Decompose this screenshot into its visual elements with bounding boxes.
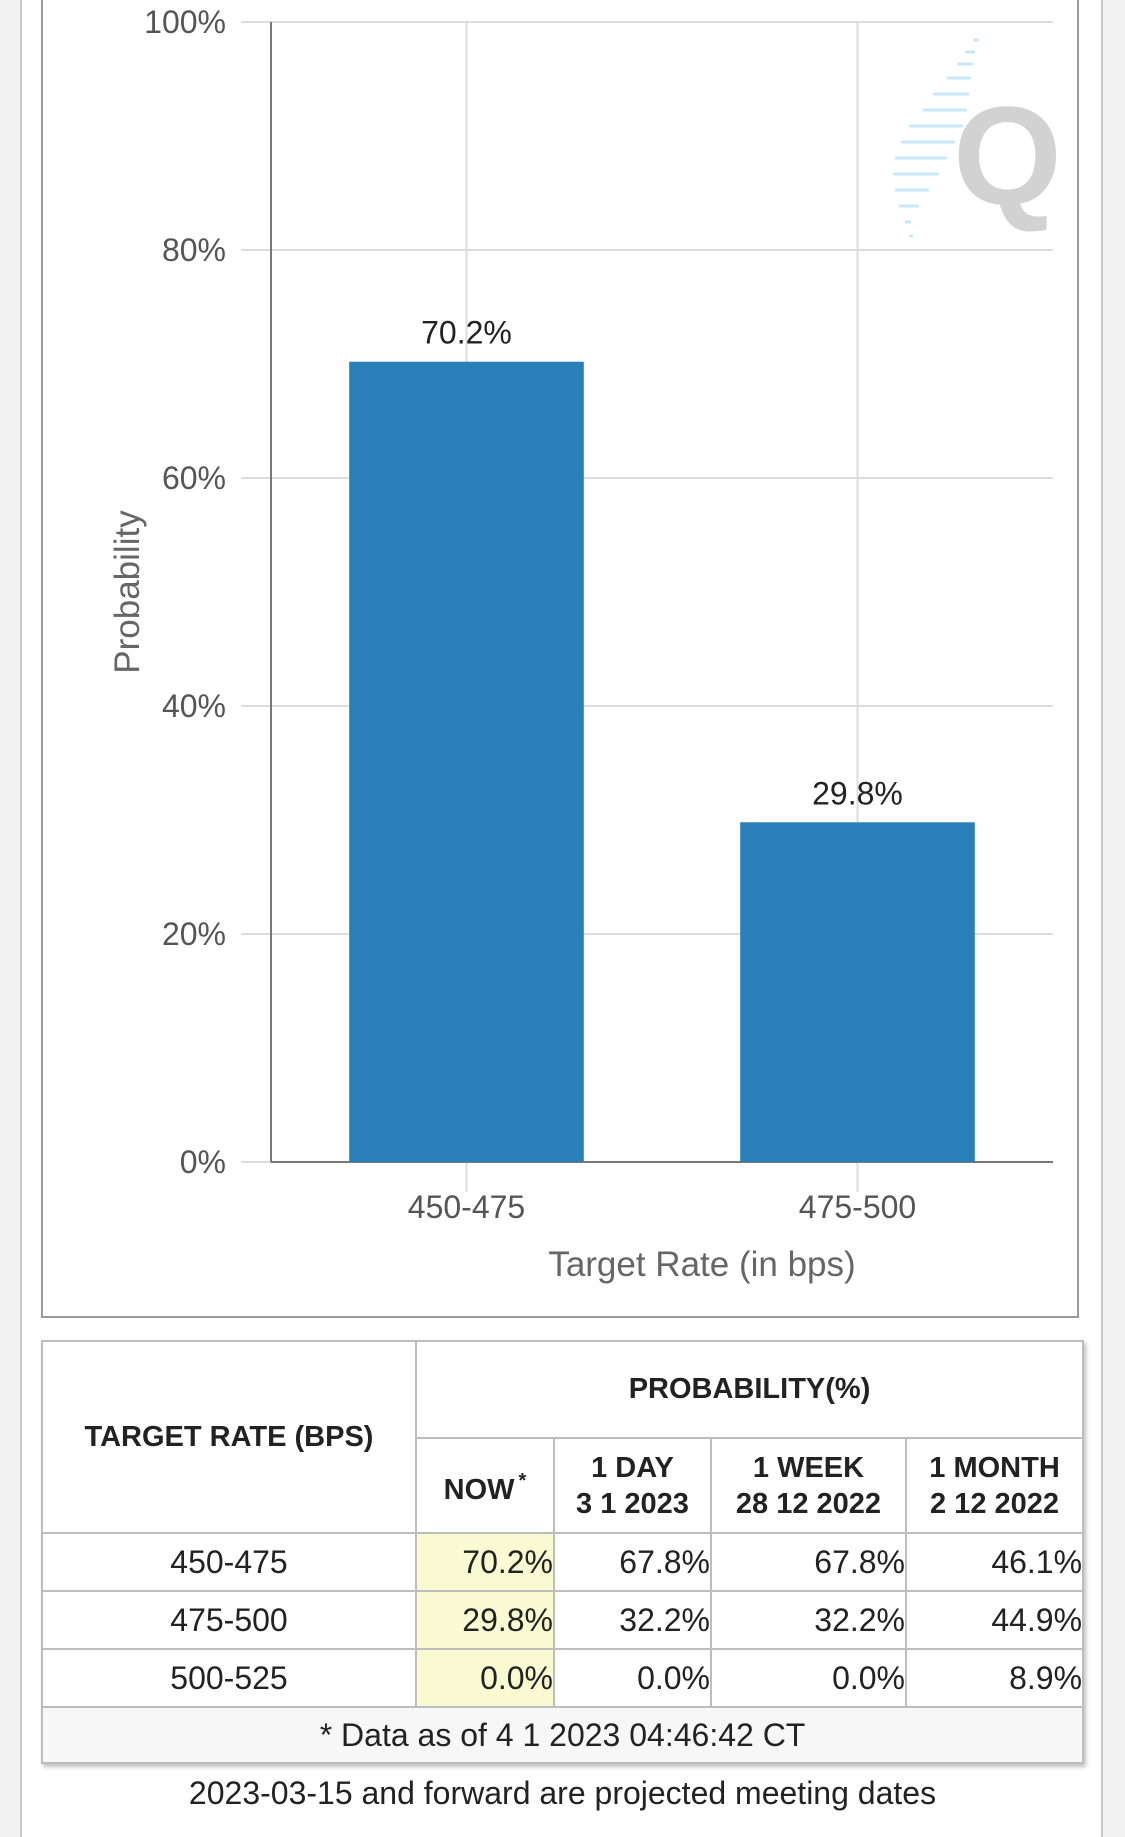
table-footnote: * Data as of 4 1 2023 04:46:42 CT bbox=[40, 1706, 1085, 1764]
row-rate: 450-475 bbox=[41, 1532, 417, 1592]
svg-text:Q: Q bbox=[953, 77, 1062, 234]
cell-1-month: 8.9% bbox=[904, 1648, 1085, 1708]
probability-table: TARGET RATE (BPS) PROBABILITY(%) NOW * 1 … bbox=[40, 1340, 1085, 1764]
cell-1-week: 0.0% bbox=[710, 1648, 907, 1708]
table-row: 450-475 70.2% 67.8% 67.8% 46.1% bbox=[41, 1532, 1085, 1592]
cell-now: 29.8% bbox=[415, 1590, 555, 1650]
y-tick-label: 60% bbox=[162, 460, 226, 496]
cell-1-week: 67.8% bbox=[710, 1532, 907, 1592]
asterisk-mark: * bbox=[518, 1470, 527, 1492]
cell-1-month: 46.1% bbox=[904, 1532, 1085, 1592]
row-rate: 475-500 bbox=[41, 1590, 417, 1650]
projection-note: 2023-03-15 and forward are projected mee… bbox=[188, 1775, 937, 1811]
cell-1-month: 44.9% bbox=[904, 1590, 1085, 1650]
header-1-day: 1 DAY 3 1 2023 bbox=[553, 1437, 712, 1534]
y-axis-title: Probability bbox=[108, 510, 147, 674]
cell-now: 70.2% bbox=[415, 1532, 555, 1592]
chart-canvas: Q 0% 20% 40% 60% 80% 100% 450-475 475-500 70.2% 2… bbox=[108, 4, 1062, 1284]
bar bbox=[349, 361, 584, 1163]
table-row: 500-525 0.0% 0.0% 0.0% 8.9% bbox=[41, 1648, 1085, 1708]
cell-1-week: 32.2% bbox=[710, 1590, 907, 1650]
y-tick-label: 100% bbox=[144, 4, 226, 40]
cell-1-day: 67.8% bbox=[553, 1532, 712, 1592]
x-tick-label: 475-500 bbox=[799, 1189, 916, 1225]
header-probability: PROBABILITY(%) bbox=[414, 1340, 1085, 1439]
bar bbox=[740, 822, 975, 1162]
table-row: 475-500 29.8% 32.2% 32.2% 44.9% bbox=[41, 1590, 1085, 1650]
x-tick-label: 450-475 bbox=[408, 1189, 525, 1225]
cell-1-day: 32.2% bbox=[553, 1590, 712, 1650]
header-target-rate: TARGET RATE (BPS) bbox=[41, 1340, 417, 1534]
y-tick-label: 20% bbox=[162, 916, 226, 952]
row-rate: 500-525 bbox=[41, 1648, 417, 1708]
header-1-week: 1 WEEK 28 12 2022 bbox=[710, 1437, 907, 1534]
header-now: NOW * bbox=[415, 1437, 555, 1534]
watermark-logo-icon: Q bbox=[893, 38, 1062, 238]
y-tick-label: 40% bbox=[162, 688, 226, 724]
bar-value-label: 70.2% bbox=[421, 315, 512, 351]
cell-1-day: 0.0% bbox=[553, 1648, 712, 1708]
header-1-month: 1 MONTH 2 12 2022 bbox=[904, 1437, 1085, 1534]
x-axis-title: Target Rate (in bps) bbox=[548, 1245, 855, 1284]
bar-value-label: 29.8% bbox=[812, 775, 903, 811]
y-tick-label: 80% bbox=[162, 232, 226, 268]
probability-chart: Q 0% 20% 40% 60% 80% 100% 450-475 475-500 70.2% 2… bbox=[41, 0, 1079, 1318]
y-tick-label: 0% bbox=[180, 1144, 226, 1180]
cell-now: 0.0% bbox=[415, 1648, 555, 1708]
